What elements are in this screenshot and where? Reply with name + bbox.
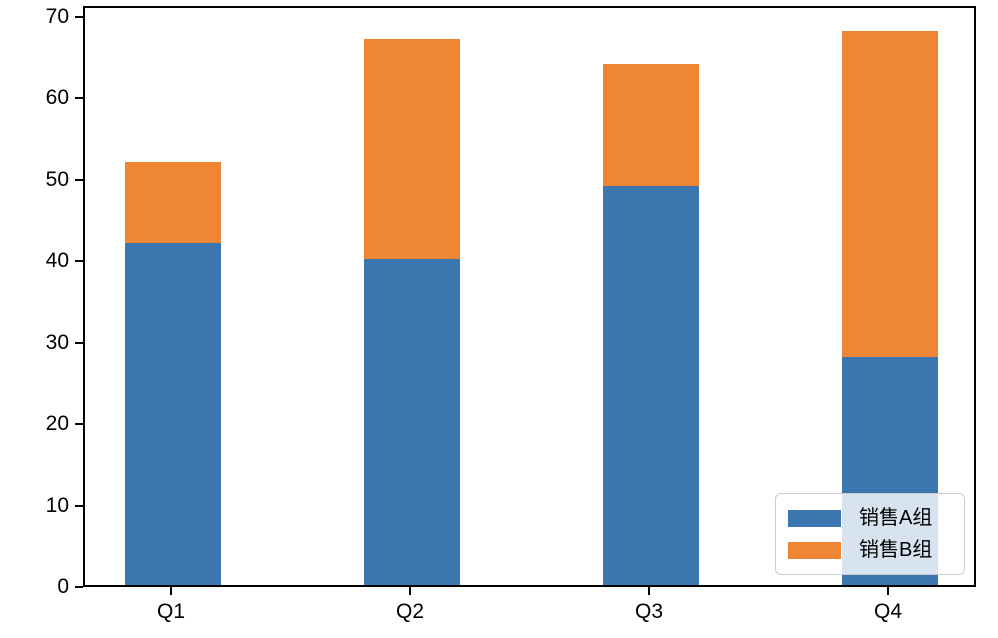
y-tick-label-60: 60	[45, 86, 69, 110]
x-tick-mark-q1	[170, 587, 172, 595]
x-tick-mark-q3	[648, 587, 650, 595]
y-tick-mark-30	[75, 341, 83, 344]
legend: 销售A组 销售B组	[775, 493, 965, 575]
bar-q3-series-b	[603, 63, 699, 186]
y-tick-label-0: 0	[57, 575, 69, 598]
y-tick-mark-50	[75, 178, 83, 181]
y-tick-mark-60	[75, 97, 83, 100]
y-tick-label-30: 30	[45, 330, 69, 354]
x-tick-mark-q2	[409, 587, 411, 595]
x-tick-label-q3: Q3	[634, 600, 663, 623]
x-tick-label-q1: Q1	[156, 600, 185, 623]
x-tick-label-q2: Q2	[395, 600, 424, 623]
y-tick-label-20: 20	[45, 412, 69, 436]
y-tick-label-10: 10	[45, 493, 69, 517]
bar-q3-series-a	[603, 186, 699, 585]
y-tick-label-70: 70	[45, 5, 69, 28]
legend-item-series-a: 销售A组	[788, 507, 952, 529]
bar-q2-series-b	[364, 39, 460, 260]
legend-swatch-series-b	[788, 541, 841, 559]
plot-area: 销售A组 销售B组	[83, 6, 976, 587]
bar-q4-series-b	[842, 31, 938, 357]
y-tick-mark-70	[75, 16, 83, 18]
y-tick-label-40: 40	[45, 249, 69, 273]
x-tick-label-q4: Q4	[873, 600, 902, 623]
y-tick-mark-10	[75, 504, 83, 507]
y-tick-mark-20	[75, 423, 83, 426]
bar-q1-series-b	[125, 161, 221, 243]
bar-q1-series-a	[125, 243, 221, 585]
y-tick-mark-40	[75, 260, 83, 263]
bar-q2-series-a	[364, 259, 460, 585]
legend-label-series-b: 销售B组	[859, 539, 933, 561]
x-tick-mark-q4	[887, 587, 889, 595]
legend-swatch-series-a	[788, 509, 841, 527]
y-tick-label-50: 50	[45, 167, 69, 191]
legend-item-series-b: 销售B组	[788, 539, 952, 561]
y-tick-mark-0	[75, 586, 83, 588]
legend-label-series-a: 销售A组	[859, 507, 933, 529]
